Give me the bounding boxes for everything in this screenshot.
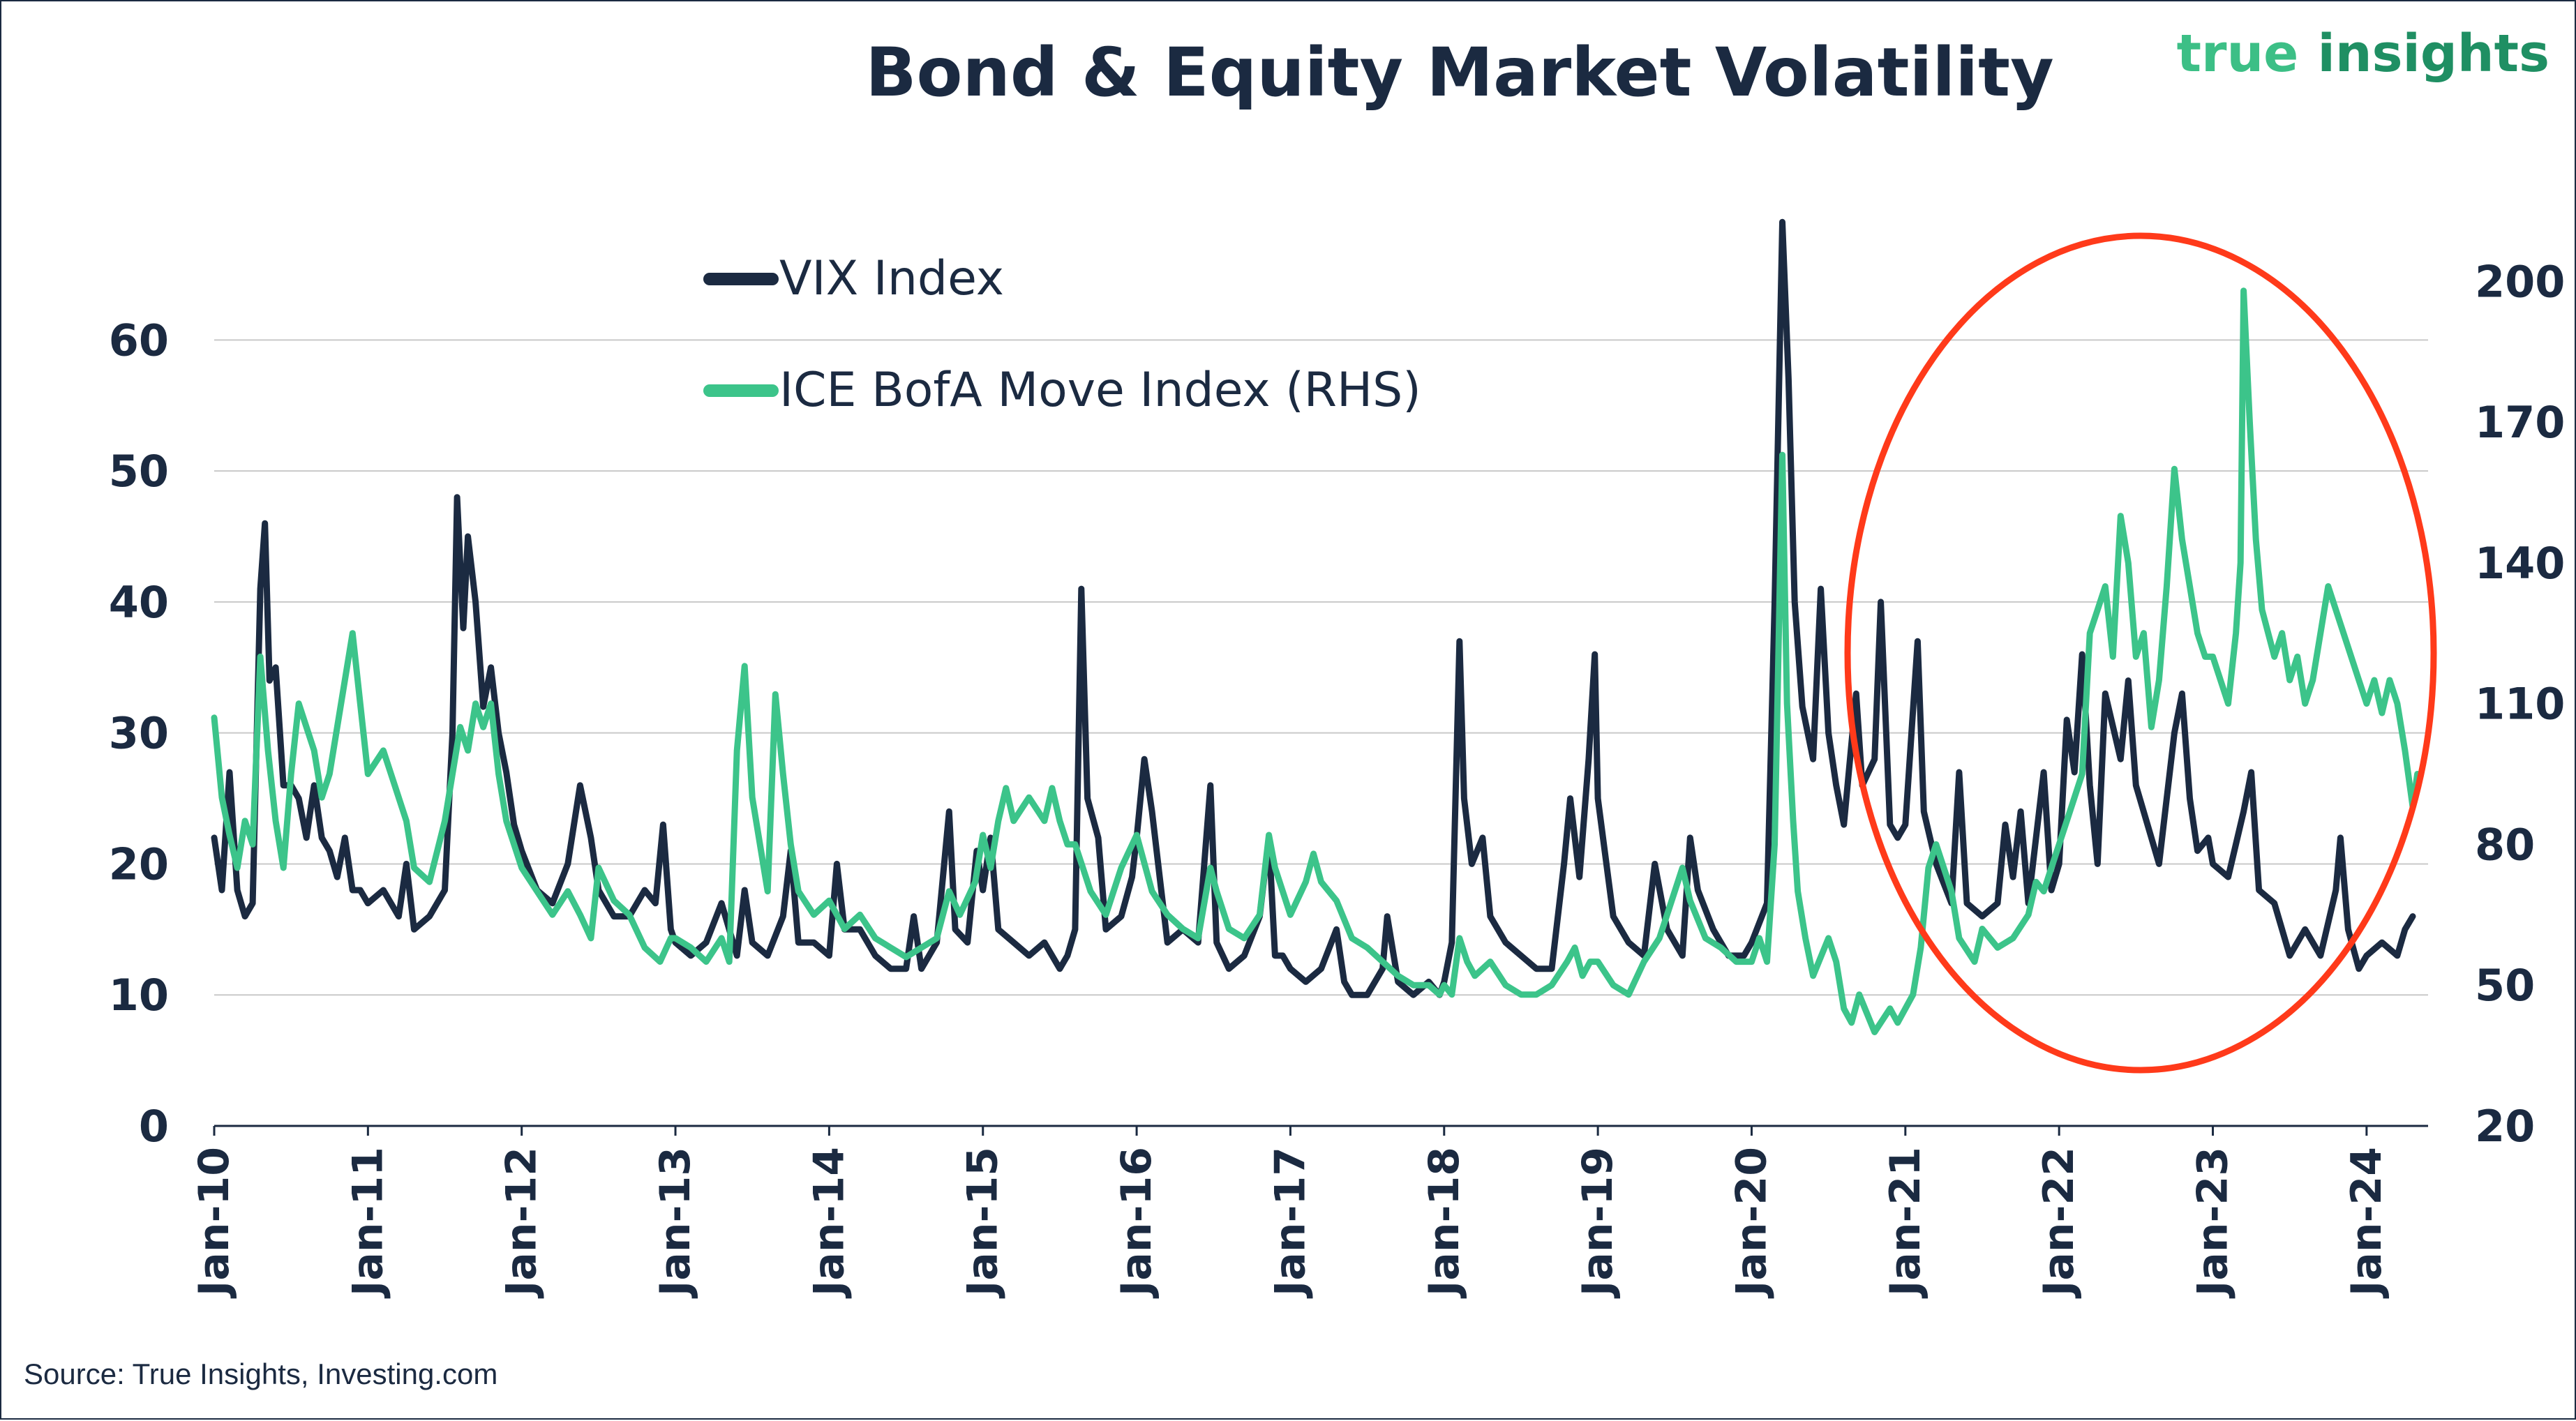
brand-logo: true insights (2177, 24, 2549, 84)
x-tick-label: Jan-14 (804, 1147, 853, 1299)
legend-label-move: ICE BofA Move Index (RHS) (779, 363, 1421, 418)
x-tick-label: Jan-12 (497, 1147, 546, 1299)
x-tick-label: Jan-23 (2189, 1147, 2238, 1299)
brand-word-insights: insights (2317, 24, 2549, 84)
y-left-tick-label: 50 (109, 446, 169, 497)
y-left-tick-label: 40 (109, 577, 169, 628)
series-layer (211, 218, 2421, 1035)
chart-title: Bond & Equity Market Volatility (865, 33, 2053, 112)
y-right-tick-label: 80 (2475, 819, 2535, 870)
y-right-tick-label: 170 (2475, 397, 2565, 448)
right-axis: 20 50 80 110 140 170 200 (2475, 256, 2565, 1152)
x-tick-label: Jan-17 (1266, 1147, 1315, 1299)
y-right-tick-label: 140 (2475, 538, 2565, 589)
y-left-tick-label: 0 (139, 1101, 169, 1152)
x-tick-label: Jan-11 (343, 1147, 392, 1299)
source-note: Source: True Insights, Investing.com (24, 1358, 497, 1390)
x-tick-label: Jan-10 (190, 1147, 239, 1299)
x-tick-label: Jan-24 (2342, 1147, 2391, 1299)
gridlines (214, 339, 2428, 996)
x-tick-label: Jan-16 (1112, 1147, 1161, 1299)
y-right-tick-label: 110 (2475, 679, 2565, 730)
y-right-tick-label: 50 (2475, 960, 2535, 1011)
x-tick-label: Jan-18 (1420, 1147, 1469, 1299)
x-tick-label: Jan-19 (1573, 1147, 1622, 1299)
x-tick-label: Jan-20 (1727, 1147, 1776, 1299)
highlight-ellipse (1844, 232, 2437, 1074)
y-left-tick-label: 10 (109, 970, 169, 1021)
legend: VIX Index ICE BofA Move Index (RHS) (703, 251, 1421, 418)
y-left-tick-label: 20 (109, 839, 169, 889)
x-tick-label: Jan-21 (1881, 1147, 1930, 1299)
series-line-move (211, 287, 2421, 1035)
y-right-tick-label: 20 (2475, 1101, 2535, 1152)
series-line-vix (211, 218, 2416, 998)
x-tick-label: Jan-13 (651, 1147, 700, 1299)
y-right-tick-label: 200 (2475, 256, 2565, 307)
x-axis: Jan-10 Jan-11 Jan-12 Jan-13 Jan-14 Jan-15 Jan-… (190, 1125, 2428, 1299)
y-left-tick-label: 30 (109, 708, 169, 759)
x-tick-label: Jan-22 (2035, 1147, 2083, 1299)
y-left-tick-label: 60 (109, 315, 169, 366)
left-axis: 0 10 20 30 40 50 60 (109, 315, 169, 1152)
x-tick-label: Jan-15 (959, 1147, 1008, 1299)
brand-word-true: true (2177, 24, 2299, 84)
legend-label-vix: VIX Index (779, 251, 1004, 306)
svg-text:true insights: true insights (2177, 24, 2549, 84)
